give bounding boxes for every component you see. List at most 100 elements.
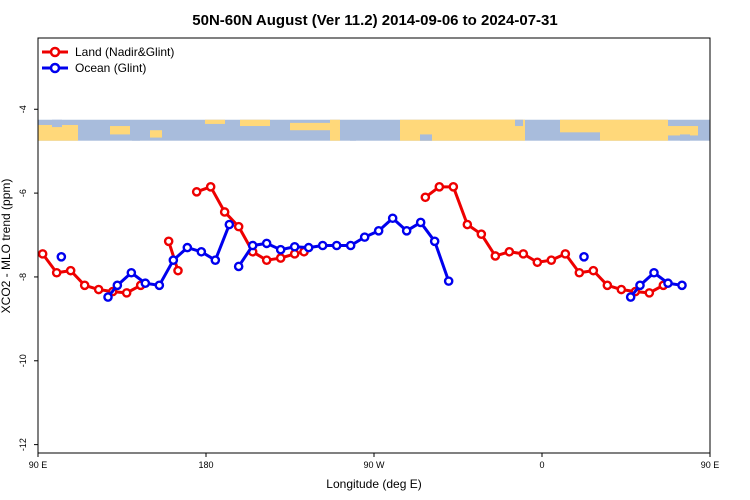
series-line (106, 223, 231, 298)
y-tick-label: -4 (18, 105, 28, 113)
y-tick-label: -6 (18, 189, 28, 197)
x-tick-label: 180 (198, 460, 213, 470)
data-point (476, 229, 487, 239)
data-point (373, 226, 384, 236)
plot-background (38, 38, 710, 453)
data-point (504, 246, 515, 257)
legend-label-land: Land (Nadir&Glint) (75, 45, 174, 59)
data-point (560, 249, 571, 259)
data-point (205, 182, 216, 192)
data-point (677, 280, 687, 291)
data-point (532, 257, 543, 268)
data-point (275, 244, 286, 255)
data-point (546, 255, 557, 265)
data-point (210, 255, 221, 265)
data-point (663, 278, 673, 289)
data-point (644, 288, 655, 298)
series-line (237, 216, 451, 282)
x-axis-label: Longitude (deg E) (326, 477, 421, 491)
series-layer (37, 182, 687, 302)
data-point (79, 280, 90, 291)
data-point (173, 265, 183, 276)
chart-title: 50N-60N August (Ver 11.2) 2014-09-06 to … (192, 12, 557, 29)
data-point (574, 267, 585, 278)
map-land (240, 119, 270, 127)
data-point (401, 226, 412, 236)
data-point (289, 241, 300, 252)
data-point (51, 267, 62, 278)
data-point (65, 265, 76, 276)
data-point (247, 240, 258, 251)
data-point (635, 280, 645, 291)
data-point (616, 284, 627, 295)
data-point (579, 252, 589, 262)
map-water (132, 132, 140, 141)
data-point (196, 246, 207, 257)
data-point (224, 219, 235, 230)
map-land (560, 119, 600, 133)
y-axis: -4 -6 -8 -10 -12 (18, 105, 38, 451)
data-point (233, 221, 244, 232)
series-ocean (56, 213, 687, 302)
data-point (261, 238, 272, 249)
data-point (219, 207, 230, 217)
data-point (429, 236, 440, 247)
y-tick-label: -12 (18, 438, 28, 451)
map-land (330, 119, 340, 141)
data-point (625, 292, 636, 302)
data-point (261, 255, 272, 265)
data-point (121, 288, 132, 298)
data-point (168, 255, 179, 265)
map-land (290, 122, 335, 131)
plot-area (37, 37, 711, 454)
data-point (163, 236, 174, 247)
map-water (515, 119, 523, 127)
data-point (331, 240, 342, 251)
x-tick-label: 90 E (701, 460, 720, 470)
data-point (359, 232, 370, 242)
data-point (649, 267, 659, 278)
data-point (140, 278, 151, 289)
map-land (205, 119, 225, 124)
data-point (434, 182, 445, 192)
legend-item-land: Land (Nadir&Glint) (42, 45, 174, 59)
map-land (38, 124, 78, 141)
y-axis-label: XCO2 - MLO trend (ppm) (0, 179, 13, 314)
map-water (680, 134, 690, 141)
data-point (303, 242, 314, 253)
legend-item-ocean: Ocean (Glint) (42, 61, 146, 75)
x-tick-label: 0 (539, 460, 544, 470)
map-water (52, 119, 62, 128)
data-point (182, 242, 193, 253)
data-point (126, 267, 137, 278)
y-tick-label: -8 (18, 273, 28, 281)
legend-marker-land (49, 46, 61, 58)
map-water (420, 134, 432, 141)
data-point (448, 182, 459, 192)
map-land (668, 126, 698, 136)
series-land (37, 182, 669, 298)
map-land (150, 130, 162, 138)
legend: Land (Nadir&Glint) Ocean (Glint) (42, 45, 174, 75)
legend-label-ocean: Ocean (Glint) (75, 61, 146, 75)
data-point (154, 280, 165, 291)
data-point (191, 187, 202, 197)
y-tick-label: -10 (18, 354, 28, 367)
map-ocean (38, 119, 710, 141)
map-land (110, 126, 130, 135)
data-point (317, 240, 328, 251)
data-point (490, 251, 501, 261)
data-point (103, 292, 113, 302)
data-point (420, 192, 431, 203)
map-water (350, 131, 356, 141)
x-tick-label: 90 E (29, 460, 48, 470)
data-point (233, 261, 244, 272)
data-point (275, 253, 286, 263)
data-point (112, 280, 123, 291)
data-point (518, 249, 529, 259)
map-land (470, 119, 515, 125)
map-land (600, 119, 668, 141)
x-axis: 90 E 180 90 W 0 90 E (29, 453, 720, 470)
data-point (443, 276, 454, 286)
